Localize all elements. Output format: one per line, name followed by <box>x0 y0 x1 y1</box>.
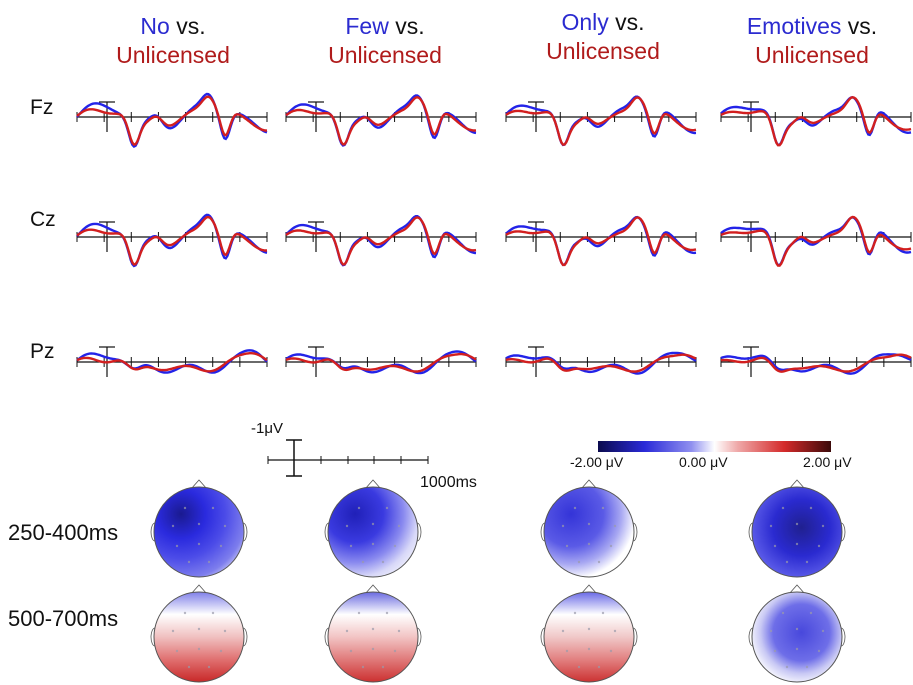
electrode-marker <box>350 650 352 652</box>
scalp-map <box>325 585 421 682</box>
electrode-marker <box>398 525 400 527</box>
electrode-marker <box>610 650 612 652</box>
electrode-marker <box>562 525 564 527</box>
head-outline <box>154 487 244 577</box>
electrode-marker <box>172 525 174 527</box>
electrode-marker <box>386 507 388 509</box>
electrode-marker <box>362 666 364 668</box>
electrode-marker <box>598 666 600 668</box>
electrode-marker <box>602 612 604 614</box>
scalp-map <box>151 480 247 577</box>
electrode-marker <box>224 630 226 632</box>
electrode-marker <box>184 507 186 509</box>
electrode-marker <box>394 650 396 652</box>
electrode-marker <box>176 545 178 547</box>
electrode-marker <box>382 666 384 668</box>
electrode-marker <box>562 630 564 632</box>
electrode-marker <box>198 543 200 545</box>
electrode-marker <box>786 666 788 668</box>
scalp-map <box>541 480 637 577</box>
scalp-map <box>325 480 421 577</box>
electrode-marker <box>810 612 812 614</box>
electrode-marker <box>176 650 178 652</box>
electrode-marker <box>806 666 808 668</box>
electrode-marker <box>386 612 388 614</box>
electrode-marker <box>394 545 396 547</box>
electrode-marker <box>806 561 808 563</box>
electrode-marker <box>588 523 590 525</box>
head-outline <box>154 592 244 682</box>
electrode-marker <box>774 650 776 652</box>
electrode-marker <box>220 650 222 652</box>
electrode-marker <box>208 561 210 563</box>
electrode-marker <box>566 545 568 547</box>
electrode-marker <box>822 525 824 527</box>
electrode-marker <box>346 630 348 632</box>
electrode-marker <box>786 561 788 563</box>
electrode-marker <box>358 507 360 509</box>
electrode-marker <box>770 630 772 632</box>
electrode-marker <box>602 507 604 509</box>
electrode-marker <box>810 507 812 509</box>
scalp-map <box>541 585 637 682</box>
electrode-marker <box>212 507 214 509</box>
electrode-marker <box>578 561 580 563</box>
electrode-marker <box>220 545 222 547</box>
electrode-marker <box>588 543 590 545</box>
electrode-marker <box>372 543 374 545</box>
electrode-marker <box>796 523 798 525</box>
electrode-marker <box>774 545 776 547</box>
electrode-marker <box>578 666 580 668</box>
head-outline <box>752 592 842 682</box>
electrode-marker <box>614 525 616 527</box>
electrode-marker <box>588 648 590 650</box>
head-outline <box>328 592 418 682</box>
electrode-marker <box>224 525 226 527</box>
electrode-marker <box>188 666 190 668</box>
electrode-marker <box>372 523 374 525</box>
electrode-marker <box>398 630 400 632</box>
electrode-marker <box>782 507 784 509</box>
electrode-marker <box>358 612 360 614</box>
electrode-marker <box>796 628 798 630</box>
electrode-marker <box>188 561 190 563</box>
head-outline <box>544 592 634 682</box>
electrode-marker <box>372 628 374 630</box>
electrode-marker <box>574 507 576 509</box>
electrode-marker <box>382 561 384 563</box>
electrode-marker <box>372 648 374 650</box>
electrode-marker <box>212 612 214 614</box>
head-outline <box>328 487 418 577</box>
electrode-marker <box>198 648 200 650</box>
electrode-marker <box>574 612 576 614</box>
electrode-marker <box>610 545 612 547</box>
head-outline <box>752 487 842 577</box>
scalp-map <box>749 585 845 682</box>
electrode-marker <box>796 543 798 545</box>
electrode-marker <box>588 628 590 630</box>
electrode-marker <box>818 545 820 547</box>
electrode-marker <box>198 523 200 525</box>
electrode-marker <box>822 630 824 632</box>
electrode-marker <box>598 561 600 563</box>
scalp-map <box>151 585 247 682</box>
electrode-marker <box>184 612 186 614</box>
electrode-marker <box>198 628 200 630</box>
electrode-marker <box>770 525 772 527</box>
electrode-marker <box>566 650 568 652</box>
electrode-marker <box>350 545 352 547</box>
electrode-marker <box>614 630 616 632</box>
electrode-marker <box>796 648 798 650</box>
electrode-marker <box>362 561 364 563</box>
head-outline <box>544 487 634 577</box>
electrode-marker <box>346 525 348 527</box>
electrode-marker <box>208 666 210 668</box>
electrode-marker <box>172 630 174 632</box>
electrode-marker <box>818 650 820 652</box>
scalp-map <box>749 480 845 577</box>
electrode-marker <box>782 612 784 614</box>
